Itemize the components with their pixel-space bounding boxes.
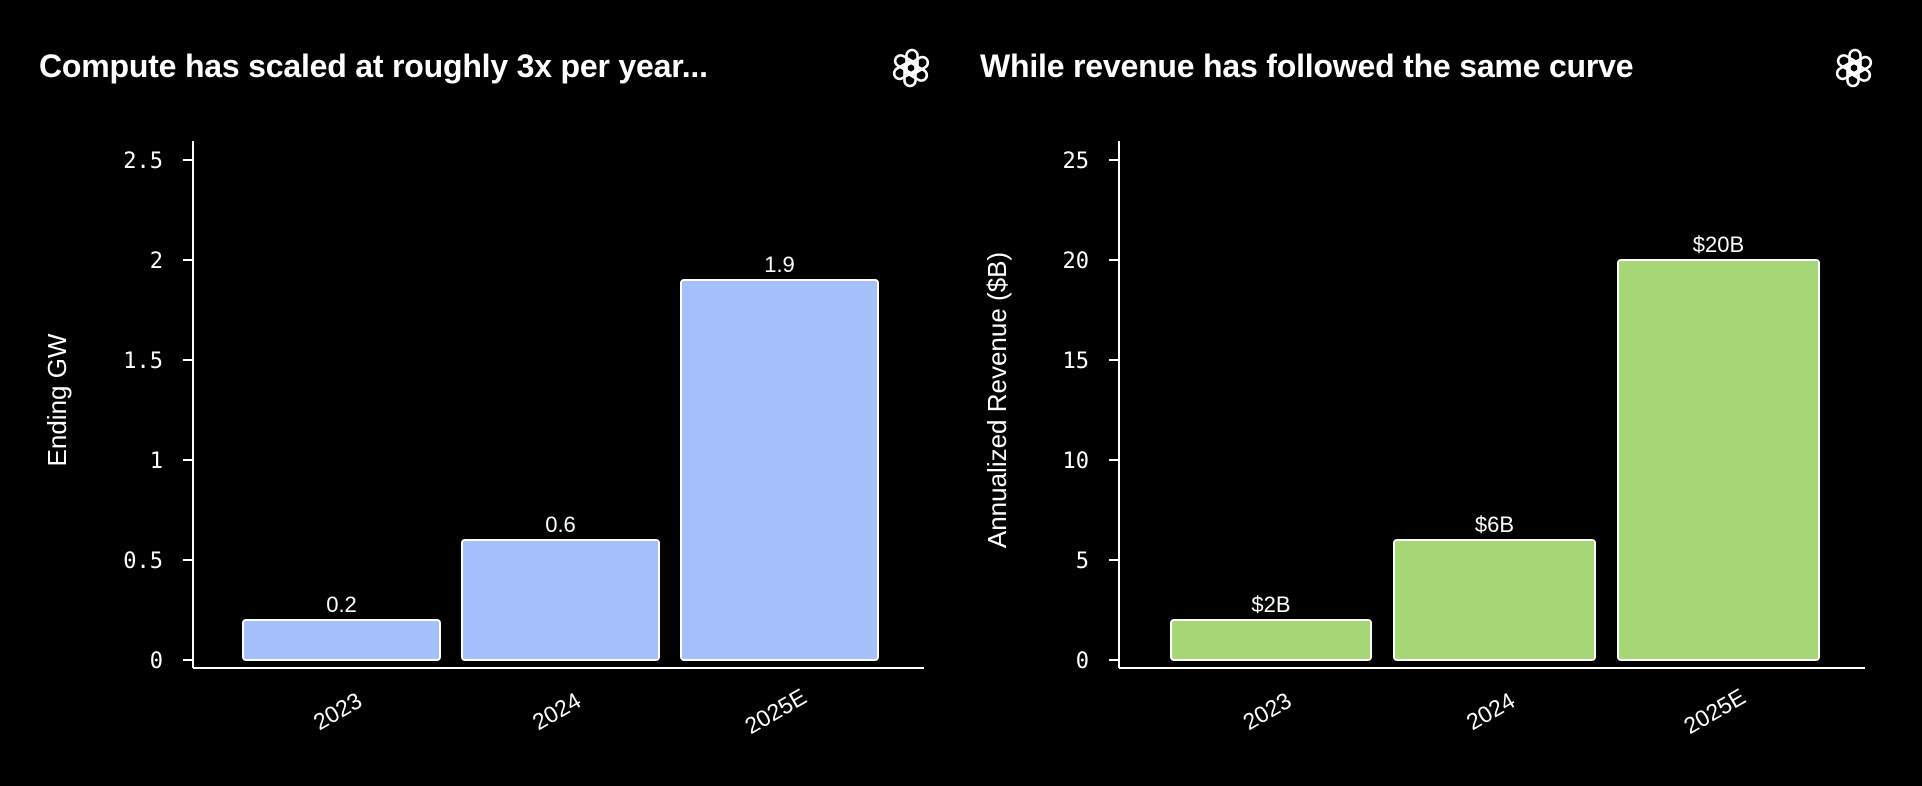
- bar-value-label: 0.2: [326, 592, 357, 617]
- logo-link: [893, 54, 919, 75]
- bar: [680, 279, 879, 661]
- chart-title: Compute has scaled at roughly 3x per yea…: [39, 48, 708, 84]
- openai-logo-icon: [1835, 48, 1873, 88]
- y-tick-label: 1: [150, 449, 163, 474]
- compute-bar-chart: 0 0.5 1 1.5 2 2.5 Ending GW 0.2 2023 0.6 2024 1.9 20…: [42, 141, 924, 739]
- y-tick-label: 2: [150, 249, 163, 274]
- y-axis-title: Annualized Revenue ($B): [982, 252, 1012, 548]
- x-tick-label: 2023: [309, 687, 366, 735]
- y-tick-label: 0.5: [123, 549, 163, 574]
- bar-value-label: $6B: [1475, 512, 1514, 537]
- compute-chart-panel: Compute has scaled at roughly 3x per yea…: [0, 0, 941, 786]
- y-axis-title: Ending GW: [42, 333, 72, 466]
- y-tick-label: 10: [1063, 449, 1090, 474]
- revenue-bar-chart: 0 5 10 15 20 25 Annualized Revenue ($B) $2B 2023…: [982, 141, 1865, 739]
- x-tick-label: 2025E: [740, 683, 811, 739]
- bar: [461, 539, 660, 661]
- bar: [1393, 539, 1596, 661]
- x-tick-label: 2024: [1462, 687, 1519, 735]
- logo-knot: [892, 48, 930, 88]
- y-tick-label: 0: [1076, 649, 1089, 674]
- logo-knot: [1835, 48, 1873, 88]
- y-tick-label: 0: [150, 649, 163, 674]
- bar: [242, 619, 441, 661]
- y-tick-label: 15: [1063, 349, 1090, 374]
- logo-link: [1836, 54, 1862, 75]
- chart-title: While revenue has followed the same curv…: [980, 48, 1634, 84]
- y-tick-label: 5: [1076, 549, 1089, 574]
- bar-value-label: 0.6: [545, 512, 576, 537]
- y-tick-label: 20: [1063, 249, 1090, 274]
- y-tick-label: 2.5: [123, 149, 163, 174]
- revenue-chart-panel: While revenue has followed the same curv…: [941, 0, 1882, 786]
- x-tick-label: 2025E: [1679, 683, 1750, 739]
- y-tick-label: 1.5: [123, 349, 163, 374]
- bar-value-label: $20B: [1693, 232, 1744, 257]
- openai-logo-icon: [892, 48, 930, 88]
- bar-value-label: $2B: [1251, 592, 1290, 617]
- bar: [1170, 619, 1372, 661]
- bar: [1617, 259, 1820, 661]
- bar-value-label: 1.9: [764, 252, 795, 277]
- x-tick-label: 2023: [1238, 687, 1295, 735]
- y-tick-label: 25: [1063, 149, 1090, 174]
- x-tick-label: 2024: [528, 687, 585, 735]
